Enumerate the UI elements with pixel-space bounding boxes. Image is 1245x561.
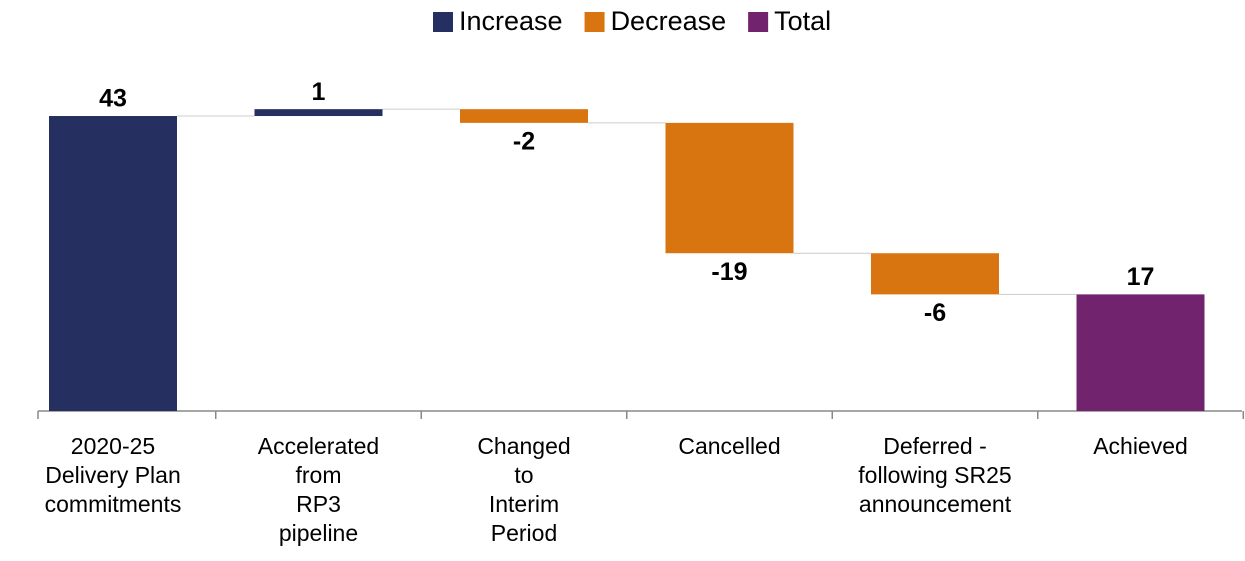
data-label: 17 [1127,263,1155,291]
bar [1076,294,1205,411]
bar [254,109,383,117]
legend-label: Total [774,6,831,36]
bar [49,116,177,412]
data-label: 43 [99,85,127,113]
x-tick-label: Achieved [1093,433,1188,459]
legend-swatch [748,12,769,32]
legend-label: Increase [459,6,563,36]
data-label: -2 [513,127,535,155]
bar [665,122,794,254]
x-tick-label: Accelerated from RP3 pipeline [257,433,380,546]
x-tick-label: Changed to Interim Period [477,433,571,546]
data-label: -19 [711,258,747,286]
x-tick-label: Cancelled [678,433,781,459]
bar [460,109,588,123]
x-tick-label: 2020-25 Delivery Plan commitments [44,433,182,517]
legend-label: Decrease [611,6,727,36]
legend-swatch [433,12,453,32]
data-label: 1 [312,78,326,106]
data-label: -6 [924,299,946,327]
x-tick-label: Deferred - following SR25 announcement [858,433,1012,517]
legend-swatch [584,12,605,32]
bar [871,253,999,295]
